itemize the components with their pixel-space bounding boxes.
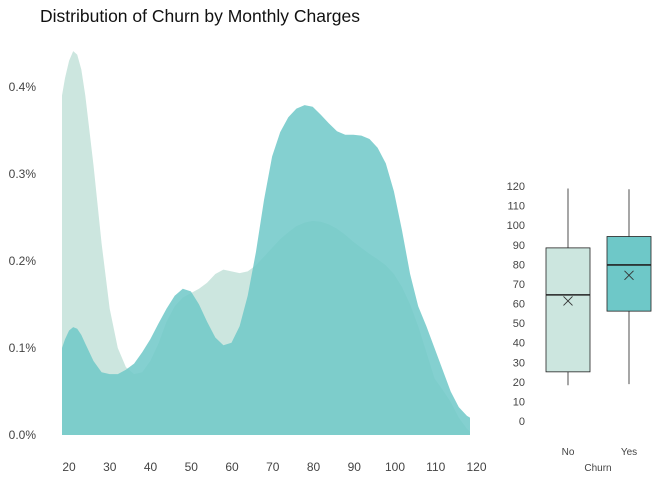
x-tick-label: 100 bbox=[385, 460, 405, 474]
x-tick-label: 90 bbox=[348, 460, 362, 474]
box-x-axis-label: Churn bbox=[584, 463, 611, 474]
x-tick-label: 110 bbox=[426, 460, 445, 474]
x-tick-label: 120 bbox=[466, 460, 486, 474]
box-y-tick-label: 70 bbox=[513, 279, 525, 291]
box-mean-marker bbox=[624, 270, 634, 281]
box-mean-marker bbox=[563, 296, 573, 306]
box-y-tick-label: 100 bbox=[507, 220, 525, 232]
box-category-label: Yes bbox=[621, 447, 637, 458]
box-y-tick-label: 90 bbox=[513, 240, 525, 252]
x-tick-label: 50 bbox=[185, 460, 199, 474]
box-y-tick-label: 10 bbox=[513, 396, 525, 408]
box-y-tick-label: 30 bbox=[513, 357, 525, 369]
density-area-yes bbox=[62, 105, 470, 435]
box-y-tick-label: 40 bbox=[513, 338, 525, 350]
box-category-label: No bbox=[562, 447, 575, 458]
y-tick-label: 0.3% bbox=[9, 167, 37, 181]
boxplot: 0 10 20 30 40 50 60 70 80 90 100 110 120 No Yes Churn bbox=[507, 181, 652, 474]
density-plot: 0.0% 0.1% 0.2% 0.3% 0.4% 20 30 40 50 60 70 80 90 100 1… bbox=[9, 51, 487, 474]
x-tick-label: 40 bbox=[144, 460, 158, 474]
box-y-tick-label: 60 bbox=[513, 299, 525, 311]
x-tick-label: 80 bbox=[307, 460, 321, 474]
box-y-tick-label: 20 bbox=[513, 377, 525, 389]
x-tick-label: 30 bbox=[103, 460, 117, 474]
y-tick-label: 0.0% bbox=[9, 428, 37, 442]
y-tick-label: 0.4% bbox=[9, 80, 37, 94]
box-y-tick-label: 0 bbox=[519, 416, 525, 428]
box-yes bbox=[606, 236, 652, 312]
box-y-tick-label: 110 bbox=[507, 201, 525, 213]
x-tick-label: 60 bbox=[225, 460, 239, 474]
box-no bbox=[545, 247, 591, 373]
x-tick-label: 70 bbox=[266, 460, 280, 474]
y-tick-label: 0.2% bbox=[9, 254, 37, 268]
y-tick-label: 0.1% bbox=[9, 341, 37, 355]
box-y-tick-label: 120 bbox=[507, 181, 525, 193]
box-y-tick-label: 80 bbox=[513, 259, 525, 271]
x-tick-label: 20 bbox=[62, 460, 76, 474]
chart-title: Distribution of Churn by Monthly Charges bbox=[40, 6, 361, 26]
box-y-tick-label: 50 bbox=[513, 318, 525, 330]
